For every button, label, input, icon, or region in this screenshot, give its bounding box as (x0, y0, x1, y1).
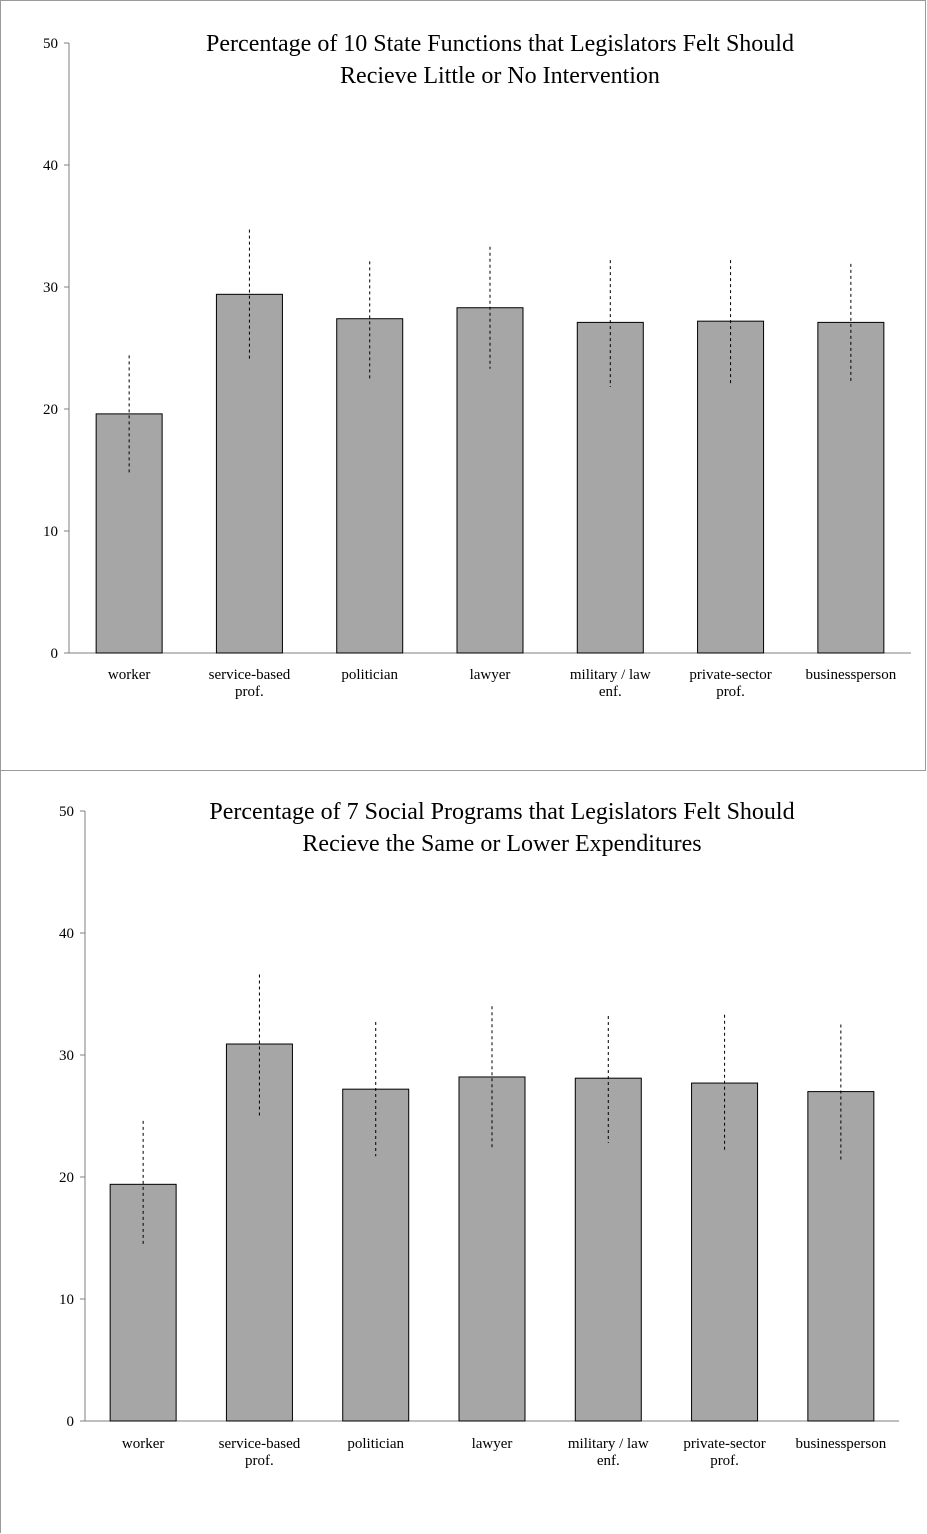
x-tick-label: prof. (245, 1453, 274, 1469)
x-tick-label: military / law (568, 1436, 649, 1452)
x-tick-label: prof. (235, 684, 264, 700)
y-tick-label: 20 (43, 402, 58, 418)
bar (458, 1076, 526, 1422)
x-tick-label: worker (122, 1436, 164, 1452)
y-tick-label: 0 (51, 646, 59, 662)
x-tick-label: service-based (219, 1436, 301, 1452)
bar (576, 321, 644, 654)
x-tick-label: prof. (710, 1453, 739, 1469)
x-tick-label: enf. (597, 1453, 620, 1469)
bar (215, 293, 283, 654)
y-tick-label: 40 (43, 158, 58, 174)
y-tick-label: 0 (67, 1414, 75, 1430)
chart-title-line: Recieve Little or No Intervention (340, 63, 660, 89)
x-tick-label: private-sector (689, 667, 771, 683)
chart-2-svg: Percentage of 7 Social Programs that Leg… (59, 799, 899, 1469)
x-tick-label: politician (347, 1436, 404, 1452)
bar (574, 1077, 642, 1422)
chart-panel-1: Percentage of 10 State Functions that Le… (0, 0, 926, 771)
x-tick-label: lawyer (472, 1436, 513, 1452)
y-tick-label: 10 (43, 524, 58, 540)
x-tick-label: service-based (209, 667, 291, 683)
x-tick-label: prof. (716, 684, 745, 700)
x-tick-label: businessperson (805, 667, 896, 683)
x-tick-label: worker (108, 667, 150, 683)
bar (456, 307, 524, 654)
y-tick-label: 20 (59, 1170, 74, 1186)
x-tick-label: enf. (599, 684, 622, 700)
bar (336, 318, 404, 654)
x-tick-label: lawyer (470, 667, 511, 683)
y-tick-label: 30 (43, 280, 58, 296)
y-tick-label: 50 (59, 804, 74, 820)
y-tick-label: 30 (59, 1048, 74, 1064)
chart-panel-2: Percentage of 7 Social Programs that Leg… (0, 770, 926, 1533)
x-tick-label: politician (341, 667, 398, 683)
y-tick-label: 50 (43, 36, 58, 52)
chart-title-line: Recieve the Same or Lower Expenditures (302, 831, 701, 857)
bar (817, 321, 885, 654)
y-tick-label: 10 (59, 1292, 74, 1308)
chart-title-line: Percentage of 7 Social Programs that Leg… (209, 799, 794, 825)
bar (691, 1082, 759, 1422)
x-tick-label: private-sector (683, 1436, 765, 1452)
chart-title-line: Percentage of 10 State Functions that Le… (206, 31, 794, 57)
x-tick-label: military / law (570, 667, 651, 683)
y-tick-label: 40 (59, 926, 74, 942)
chart-1-svg: Percentage of 10 State Functions that Le… (43, 31, 911, 700)
x-tick-label: businessperson (795, 1436, 886, 1452)
bar (95, 413, 163, 654)
